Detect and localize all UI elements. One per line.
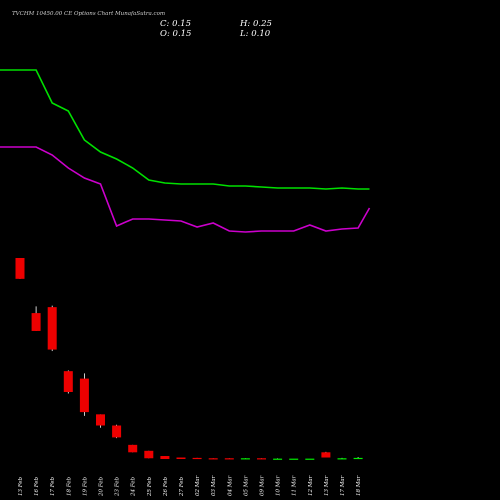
x-tick-label: 11 Mar xyxy=(292,475,298,496)
candle xyxy=(176,457,186,459)
candle-body xyxy=(224,458,234,460)
candle xyxy=(47,305,57,352)
candle xyxy=(112,424,122,439)
chart-title: TVCHM 10450.00 CE Options Chart MunafaSu… xyxy=(12,11,165,17)
x-tick-label: 09 Mar xyxy=(260,475,266,496)
candle xyxy=(321,451,331,458)
candle-body xyxy=(353,457,363,460)
candle xyxy=(224,458,234,460)
candle xyxy=(289,458,299,460)
close-readout: C: 0.15 xyxy=(160,19,191,29)
x-tick-label: 16 Feb xyxy=(34,476,40,496)
x-tick-label: 18 Mar xyxy=(356,475,362,496)
candle xyxy=(337,457,347,460)
x-tick-label: 17 Mar xyxy=(340,475,346,496)
candle-body xyxy=(176,457,186,459)
x-tick-label: 27 Feb xyxy=(179,476,185,497)
candle-body xyxy=(63,371,73,392)
x-tick-label: 18 Feb xyxy=(66,476,72,496)
candle-body xyxy=(321,452,331,458)
high-readout: H: 0.25 xyxy=(239,19,272,29)
candle xyxy=(96,414,105,428)
candle xyxy=(160,456,170,459)
x-tick-label: 13 Feb xyxy=(18,476,24,496)
x-tick-label: 13 Mar xyxy=(324,475,330,496)
overlay-line-1 xyxy=(0,69,370,190)
x-axis-labels: 13 Feb 16 Feb 17 Feb 18 Feb 19 Feb 20 Feb 23 F… xyxy=(18,475,362,497)
candle-body xyxy=(15,258,25,279)
candle xyxy=(192,457,202,460)
candle-body xyxy=(240,458,250,460)
candle-body xyxy=(192,457,202,460)
candle xyxy=(353,457,363,460)
candle-body xyxy=(289,458,299,460)
x-tick-label: 26 Feb xyxy=(163,476,169,497)
candle-body xyxy=(96,414,105,426)
overlay-line-2 xyxy=(0,146,371,233)
x-tick-label: 03 Mar xyxy=(211,475,217,496)
x-tick-label: 19 Feb xyxy=(82,476,88,496)
x-tick-label: 12 Mar xyxy=(308,475,314,496)
candle-body xyxy=(208,458,218,460)
candle xyxy=(79,373,89,416)
candle xyxy=(208,458,218,460)
candle-body xyxy=(47,307,57,350)
candle xyxy=(128,444,138,453)
candle-body xyxy=(112,425,122,438)
x-tick-label: 17 Feb xyxy=(50,476,56,496)
low-readout: L: 0.10 xyxy=(239,29,271,39)
x-tick-label: 24 Feb xyxy=(131,476,137,497)
x-tick-label: 04 Mar xyxy=(227,475,233,496)
candle xyxy=(31,306,41,331)
candle xyxy=(63,370,73,394)
candle-body xyxy=(144,450,154,459)
candles xyxy=(15,258,363,460)
candle-body xyxy=(31,313,41,331)
x-tick-label: 20 Feb xyxy=(99,476,105,497)
x-tick-label: 25 Feb xyxy=(147,476,153,497)
x-tick-label: 23 Feb xyxy=(115,476,121,497)
x-tick-label: 02 Mar xyxy=(195,475,201,496)
candle-body xyxy=(305,458,315,460)
x-tick-label: 10 Mar xyxy=(276,475,282,496)
candle-body xyxy=(257,458,266,460)
candle xyxy=(15,258,25,279)
candle-body xyxy=(273,458,283,460)
candle xyxy=(273,458,283,460)
candle xyxy=(240,458,250,460)
candle-body xyxy=(128,444,138,453)
open-readout: O: 0.15 xyxy=(160,29,191,39)
candle-body xyxy=(160,456,170,459)
candle xyxy=(144,450,154,459)
overlay-lines xyxy=(0,69,371,233)
x-tick-label: 05 Mar xyxy=(243,475,249,496)
candle xyxy=(257,458,266,460)
candle xyxy=(305,458,315,460)
candle-body xyxy=(79,378,89,413)
candle-body xyxy=(337,458,347,460)
